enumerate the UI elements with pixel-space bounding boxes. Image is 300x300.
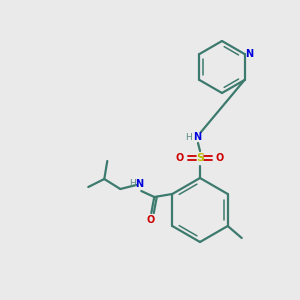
Text: O: O <box>216 153 224 163</box>
Text: H: H <box>186 133 192 142</box>
Text: H: H <box>129 179 136 188</box>
Text: O: O <box>146 215 154 225</box>
Text: O: O <box>176 153 184 163</box>
Text: S: S <box>196 153 204 163</box>
Text: N: N <box>193 132 201 142</box>
Text: N: N <box>135 179 143 189</box>
Text: N: N <box>245 49 253 59</box>
